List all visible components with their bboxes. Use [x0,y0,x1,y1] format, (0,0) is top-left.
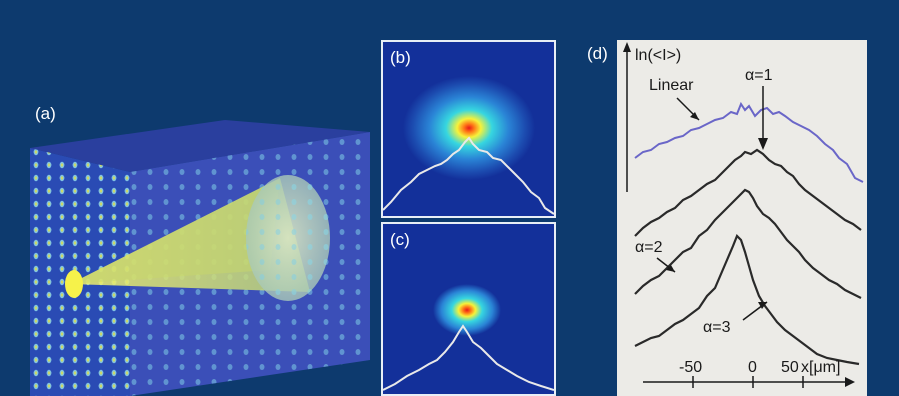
profile-line-c [383,324,554,391]
panel-d-profiles: ln(<I>) Linear α=1 α=2 α=3 -50 0 50 x[μm… [617,40,867,396]
box-top-face [30,120,370,172]
label-alpha-3: α=3 [703,319,731,336]
x-tick-50: 50 [781,359,799,376]
panel-label-d: (d) [587,44,608,63]
panel-b-intensity-map: (b) [381,40,556,218]
label-alpha-1: α=1 [745,67,773,84]
x-tick-minus-50: -50 [679,359,702,376]
panel-label-c: (c) [390,230,410,249]
panel-label-a: (a) [35,104,56,123]
x-axis-arrow [845,377,855,387]
curve-alpha-3 [634,234,860,366]
input-beam-spot [65,270,83,298]
y-axis-arrow [623,42,631,52]
panel-a-lattice-box [30,120,370,396]
curve-alpha-1 [634,148,862,237]
speckle-spot-b [403,76,535,180]
label-alpha-2: α=2 [635,239,663,256]
profile-line-b [383,136,554,215]
curve-linear [634,101,864,183]
curve-alpha-2 [634,188,862,299]
label-linear: Linear [649,77,694,94]
y-axis-label: ln(<I>) [635,47,681,64]
x-tick-0: 0 [748,359,757,376]
panel-c-intensity-map: (c) [381,222,556,396]
speckle-spot-c [433,284,501,336]
panel-label-b: (b) [390,48,411,67]
x-axis-label: x[μm] [801,359,840,376]
